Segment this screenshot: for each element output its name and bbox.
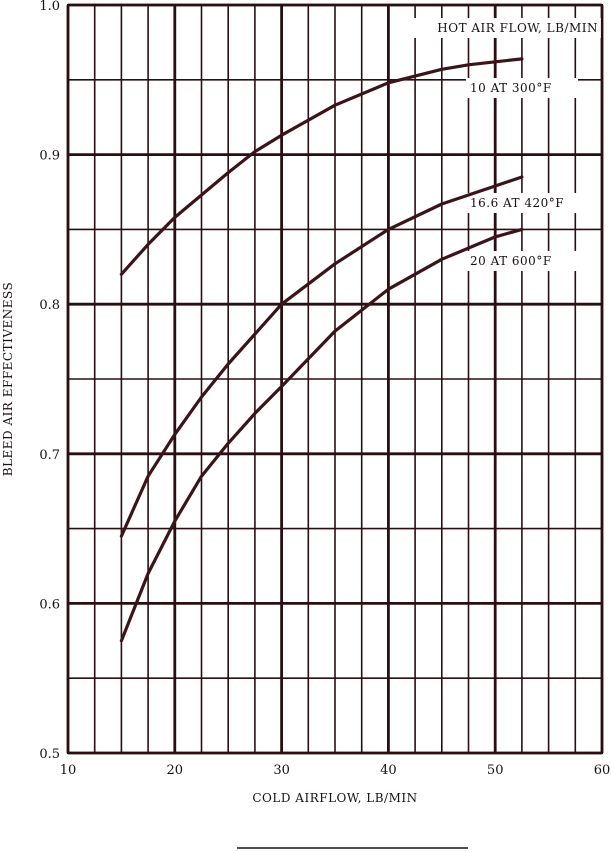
y-tick-label: 0.6 xyxy=(39,597,60,612)
y-tick-label: 0.7 xyxy=(39,448,60,463)
series-curves xyxy=(119,57,524,643)
series-label-16-6-at-420f: 16.6 AT 420°F xyxy=(470,196,564,210)
x-tick-label: 10 xyxy=(60,763,77,778)
series-label-20-at-600f: 20 AT 600°F xyxy=(470,254,552,268)
series-line-2 xyxy=(119,227,524,643)
label-background xyxy=(466,193,590,213)
x-tick-label: 20 xyxy=(167,763,184,778)
legend-title: HOT AIR FLOW, LB/MIN xyxy=(437,21,598,35)
label-background xyxy=(402,18,602,38)
series-label-10-at-300f: 10 AT 300°F xyxy=(470,81,552,95)
label-background xyxy=(466,251,578,271)
x-tick-label: 40 xyxy=(380,763,397,778)
y-tick-label: 1.0 xyxy=(39,0,60,14)
x-tick-label: 30 xyxy=(273,763,290,778)
series-line-0 xyxy=(119,57,524,276)
x-tick-label: 50 xyxy=(487,763,504,778)
y-tick-label: 0.8 xyxy=(39,298,60,313)
x-tick-label: 60 xyxy=(594,763,611,778)
y-tick-label: 0.5 xyxy=(39,747,60,762)
x-axis-label: COLD AIRFLOW, LB/MIN xyxy=(252,791,417,805)
label-background xyxy=(466,78,578,98)
plot-frame xyxy=(66,3,604,755)
tick-labels: 10 20 30 40 50 60 0.5 0.6 0.7 0.8 0.9 1.0 xyxy=(39,0,610,778)
y-tick-label: 0.9 xyxy=(39,149,60,164)
grid-lines xyxy=(66,3,604,755)
series-line-1 xyxy=(119,175,524,538)
y-axis-label: BLEED AIR EFFECTIVENESS xyxy=(1,282,15,477)
